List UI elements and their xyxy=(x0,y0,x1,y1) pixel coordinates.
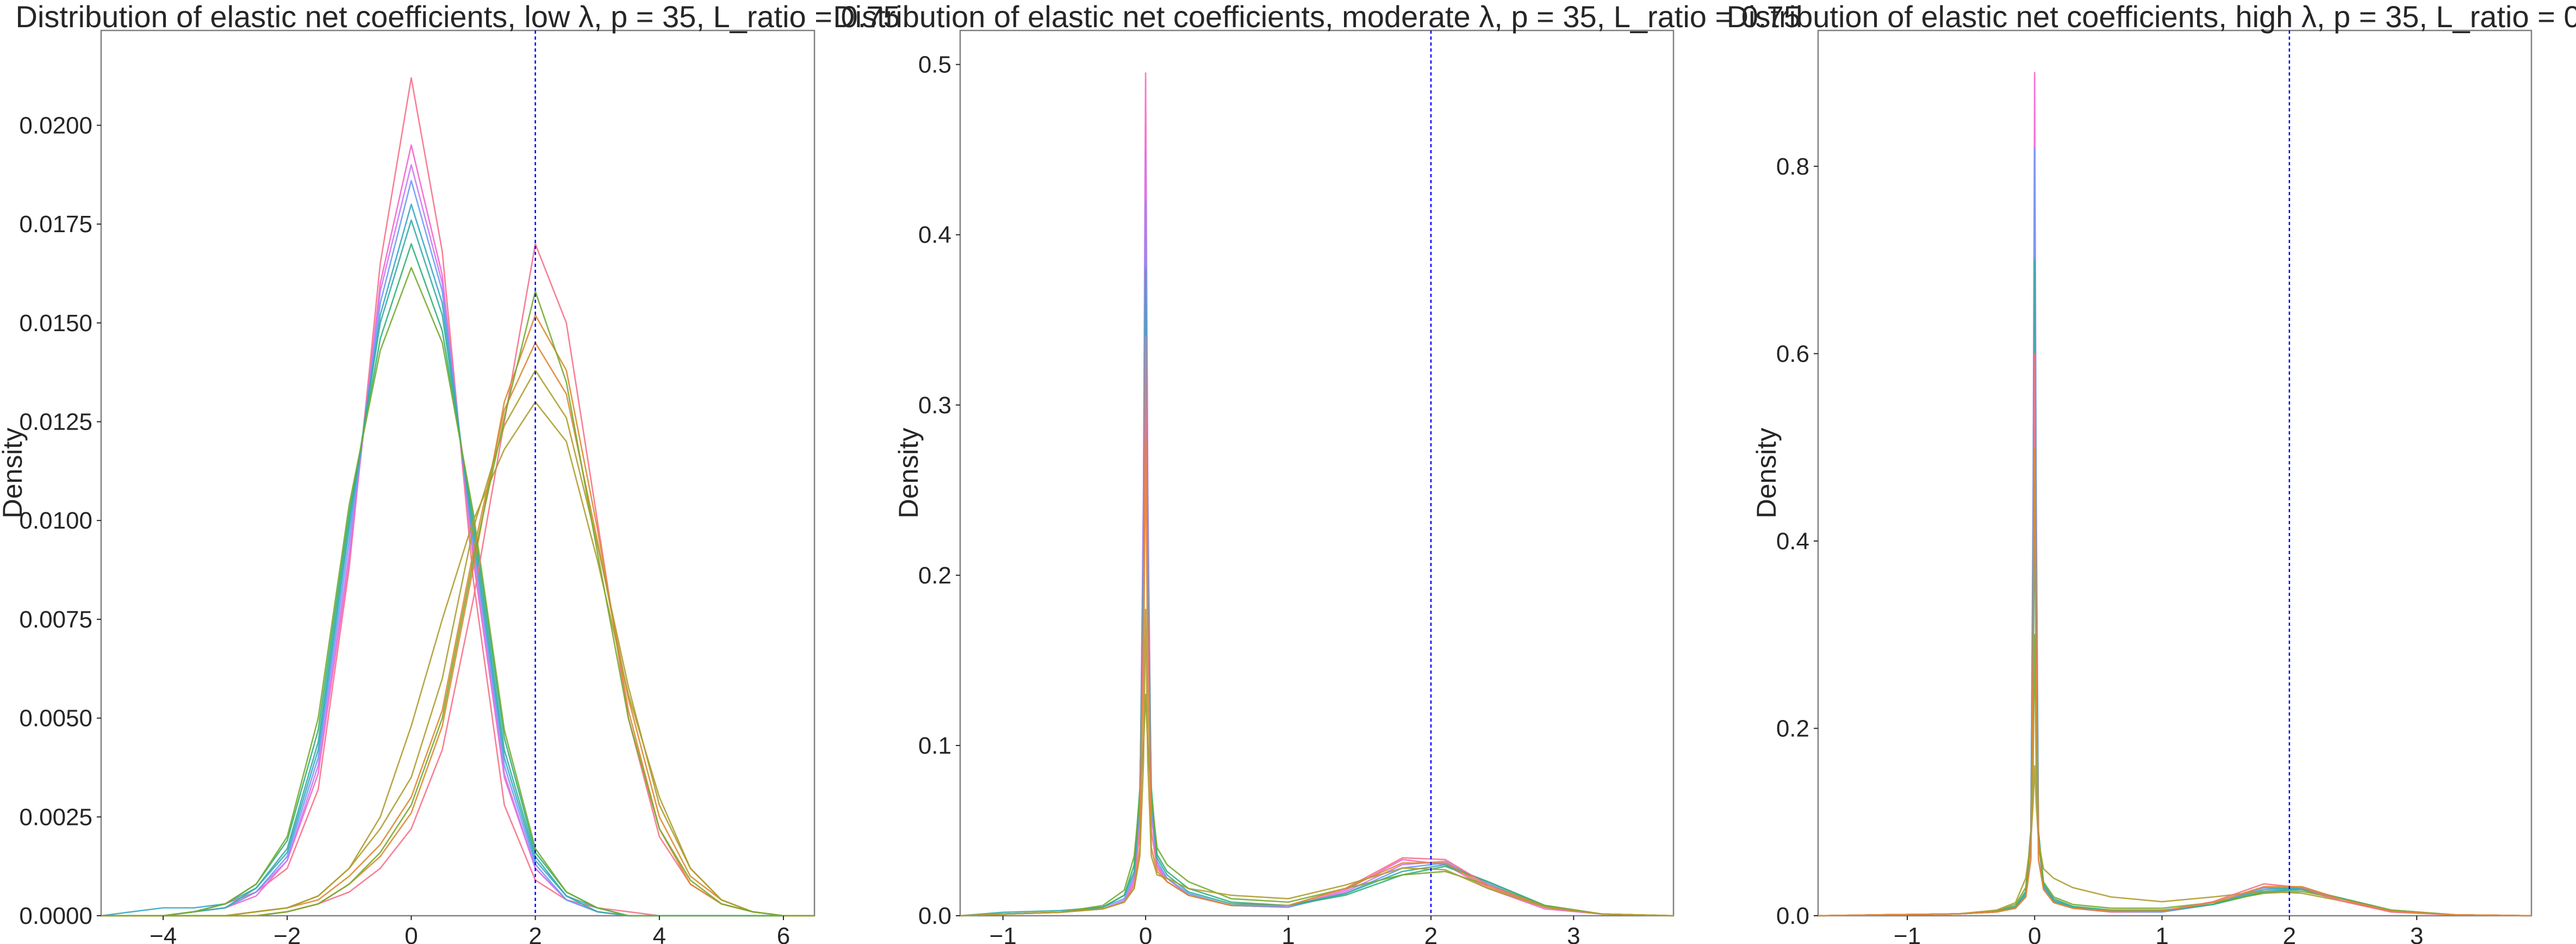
y-tick-label: 0.1 xyxy=(918,732,951,759)
y-tick-label: 0.3 xyxy=(918,392,951,419)
y-axis-label: Density xyxy=(893,428,924,519)
density-curve-8 xyxy=(1818,446,2532,917)
y-tick-label: 0.0 xyxy=(918,903,951,929)
x-tick-label: 3 xyxy=(2410,923,2423,944)
x-tick-label: 3 xyxy=(1567,923,1580,944)
x-tick-label: −1 xyxy=(990,923,1017,944)
y-tick-label: 0.0050 xyxy=(19,705,92,732)
y-axis-label: Density xyxy=(1751,428,1782,519)
y-axis-ticks: 0.0 0.1 0.2 0.3 0.4 0.5 xyxy=(918,52,960,929)
density-curves xyxy=(960,72,1674,917)
y-tick-label: 0.2 xyxy=(1776,715,1809,742)
panel-low-lambda: −4 −2 0 2 4 6 0.00000.00250.00500.00750.01000… xyxy=(0,0,900,944)
x-tick-label: 0 xyxy=(2028,923,2041,944)
x-tick-label: 1 xyxy=(1281,923,1295,944)
y-axis-ticks: 0.0000 0.0025 0.0050 0.0075 0.0100 0.0125 0.01… xyxy=(19,112,101,929)
y-axis-label: Density xyxy=(0,428,28,519)
y-tick-label: 0.8 xyxy=(1776,153,1809,180)
density-curve-13 xyxy=(101,290,814,917)
chart-title: Distribution of elastic net coefficients… xyxy=(16,0,900,34)
y-tick-label: 0.0175 xyxy=(19,211,92,238)
y-tick-label: 0.6 xyxy=(1776,340,1809,367)
density-curves xyxy=(1818,72,2532,917)
y-tick-label: 0.2 xyxy=(918,562,951,589)
y-tick-label: 0.0150 xyxy=(19,310,92,337)
y-tick-label: 0.0075 xyxy=(19,606,92,633)
x-axis-ticks: −1 0 1 2 3 xyxy=(990,916,1581,944)
y-tick-label: 0.0100 xyxy=(19,507,92,534)
x-tick-label: 2 xyxy=(1424,923,1438,944)
x-tick-label: 0 xyxy=(1139,923,1152,944)
x-tick-label: 6 xyxy=(777,923,790,944)
y-tick-label: 0.4 xyxy=(918,222,951,249)
y-tick-label: 0.0125 xyxy=(19,409,92,436)
y-tick-label: 0.0025 xyxy=(19,804,92,830)
y-tick-label: 0.5 xyxy=(918,52,951,78)
panel-moderate-lambda: −1 0 1 2 3 0.0 0.1 0.2 0.3 0.4 0.5 Distribution o… xyxy=(833,0,1801,944)
chart-title: Distribution of elastic net coefficients… xyxy=(1727,0,2576,34)
x-tick-label: −4 xyxy=(150,923,177,944)
chart-title: Distribution of elastic net coefficients… xyxy=(833,0,1801,34)
x-tick-label: 0 xyxy=(405,923,418,944)
y-axis-ticks: 0.0 0.2 0.4 0.6 0.8 xyxy=(1776,153,1818,929)
y-tick-label: 0.0000 xyxy=(19,903,92,929)
y-tick-label: 0.0200 xyxy=(19,112,92,139)
x-axis-ticks: −4 −2 0 2 4 6 xyxy=(150,916,790,944)
density-curve-7 xyxy=(101,266,814,917)
density-curve-8 xyxy=(960,608,1674,917)
plot-frame xyxy=(1817,29,2533,917)
x-axis-ticks: −1 0 1 2 3 xyxy=(1894,916,2423,944)
density-curve-5 xyxy=(1818,634,2532,917)
plot-frame xyxy=(959,29,1675,917)
y-tick-label: 0.4 xyxy=(1776,528,1809,555)
density-curve-6 xyxy=(1818,765,2532,917)
density-curves xyxy=(101,77,814,917)
y-tick-label: 0.0 xyxy=(1776,903,1809,929)
x-tick-label: 2 xyxy=(2283,923,2296,944)
x-tick-label: 1 xyxy=(2155,923,2168,944)
plot-frame xyxy=(100,29,816,917)
x-tick-label: 4 xyxy=(653,923,666,944)
x-tick-label: −2 xyxy=(273,923,301,944)
panel-high-lambda: −1 0 1 2 3 0.0 0.2 0.4 0.6 0.8 Distribution of e… xyxy=(1727,0,2576,944)
x-tick-label: −1 xyxy=(1894,923,1921,944)
x-tick-label: 2 xyxy=(528,923,542,944)
